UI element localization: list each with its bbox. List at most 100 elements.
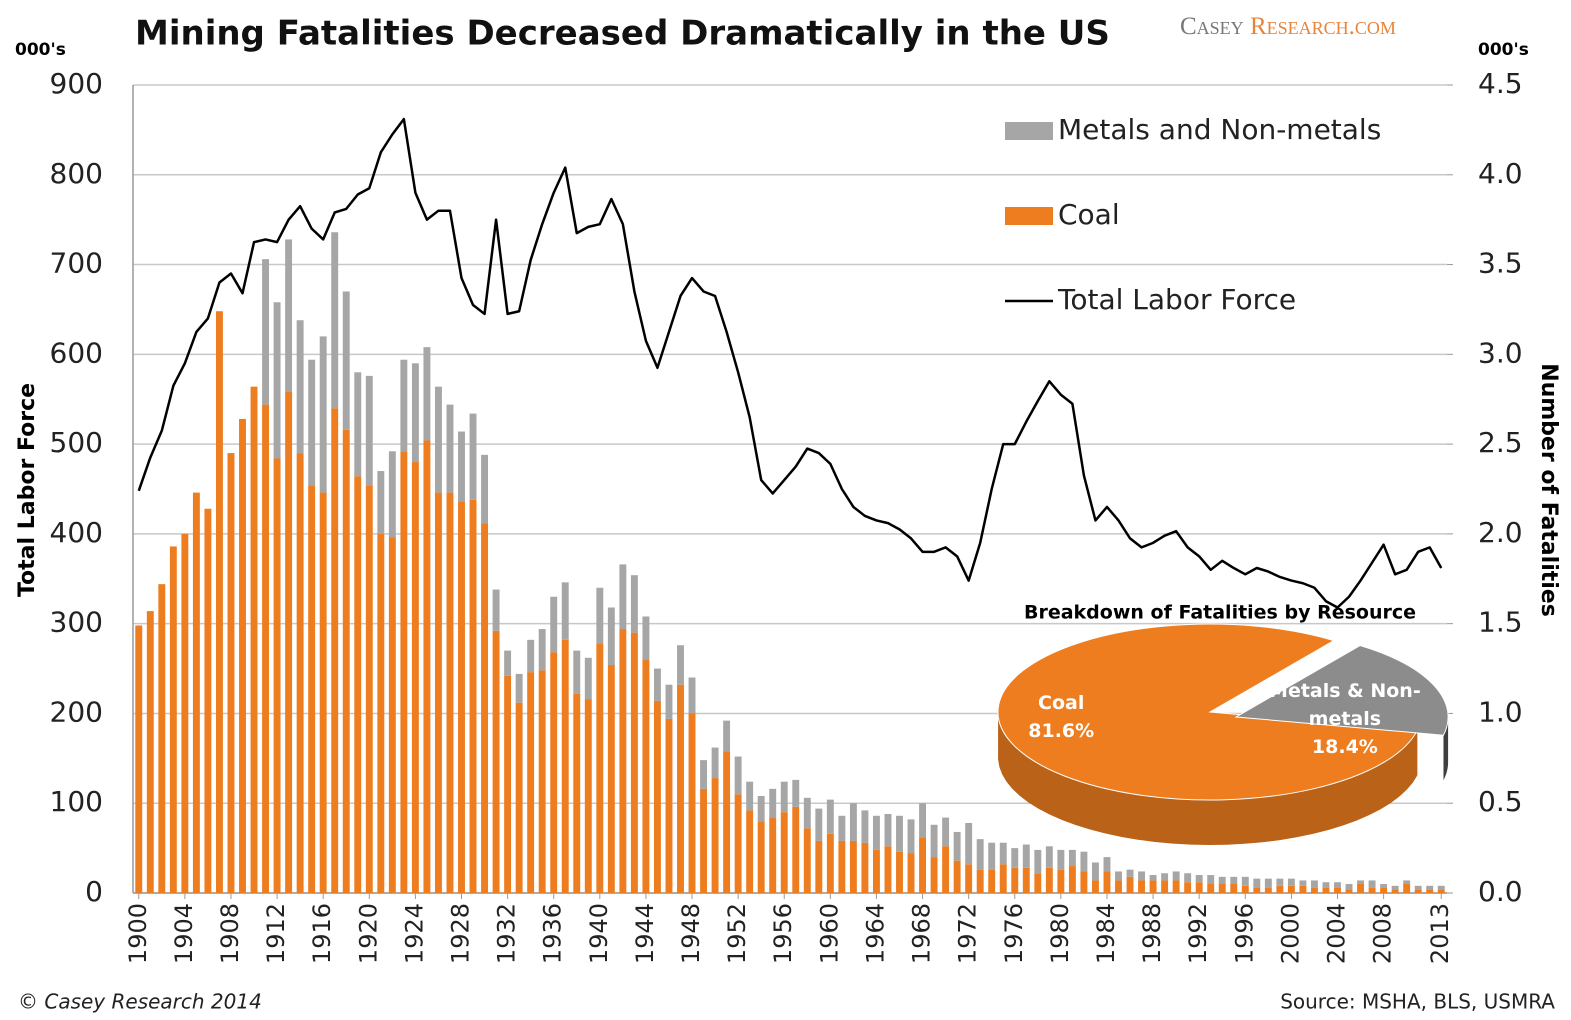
y2-tick-label: 2.0 xyxy=(1478,516,1523,549)
bar-segment xyxy=(872,849,880,893)
bar-segment xyxy=(273,302,281,459)
pie-value-label: 81.6% xyxy=(1028,720,1095,743)
bar-segment xyxy=(584,699,592,893)
bar-segment xyxy=(1414,885,1422,890)
bar-segment xyxy=(653,700,661,893)
x-tick-label: 1976 xyxy=(1000,903,1028,964)
bar-segment xyxy=(1045,867,1053,893)
y-tick-label: 200 xyxy=(50,695,103,728)
bar-segment xyxy=(919,837,927,893)
bar-segment xyxy=(204,508,212,893)
bar-segment xyxy=(538,629,546,671)
bar-segment xyxy=(573,693,581,893)
bar-segment xyxy=(630,575,638,633)
chart-title: Mining Fatalities Decreased Dramatically… xyxy=(135,14,1110,54)
bar-segment xyxy=(1045,846,1053,868)
bar-segment xyxy=(930,857,938,893)
source: Source: MSHA, BLS, USMRA xyxy=(1280,990,1555,1014)
pie-title: Breakdown of Fatalities by Resource xyxy=(1024,602,1416,624)
bar-segment xyxy=(285,392,293,893)
y-tick-label: 700 xyxy=(50,247,103,280)
brand-part: Casey xyxy=(1180,13,1250,40)
bar-segment xyxy=(319,492,327,893)
bar-segment xyxy=(861,810,869,843)
x-tick-label: 1992 xyxy=(1184,903,1212,964)
legend-swatch xyxy=(1005,122,1053,140)
bar-segment xyxy=(849,840,857,893)
legend-label: Coal xyxy=(1058,198,1120,231)
bar-segment xyxy=(308,359,316,486)
pie-value-label: 18.4% xyxy=(1311,735,1378,758)
bar-segment xyxy=(262,404,270,893)
bar-segment xyxy=(192,492,200,893)
x-tick-label: 1948 xyxy=(677,903,705,964)
bar-segment xyxy=(607,607,615,665)
y-tick-label: 400 xyxy=(50,516,103,549)
y2-unit: 000's xyxy=(1478,40,1529,60)
x-tick-label: 1920 xyxy=(354,903,382,964)
bar-segment xyxy=(849,803,857,841)
bar-segment xyxy=(527,672,535,893)
y-axis-label: Total Labor Force xyxy=(15,383,40,597)
bar-segment xyxy=(1011,867,1019,893)
bar-segment xyxy=(1218,876,1226,885)
bar-segment xyxy=(365,375,373,486)
bar-segment xyxy=(388,451,396,538)
bar-segment xyxy=(1149,880,1157,893)
brand: Casey Research.com xyxy=(1180,13,1396,40)
bar-segment xyxy=(942,846,950,893)
bar-segment xyxy=(1080,871,1088,893)
bar-segment xyxy=(999,864,1007,893)
bar-segment xyxy=(919,803,927,838)
bar-segment xyxy=(1391,889,1399,893)
bar-segment xyxy=(999,842,1007,865)
bar-segment xyxy=(792,779,800,807)
x-tick-label: 1956 xyxy=(769,903,797,964)
bar-segment xyxy=(1276,878,1284,886)
bar-segment xyxy=(411,462,419,893)
bar-segment xyxy=(757,796,765,822)
bar-segment xyxy=(1426,889,1434,893)
bar-segment xyxy=(1276,885,1284,893)
x-tick-label: 1900 xyxy=(124,903,152,964)
x-tick-label: 1952 xyxy=(723,903,751,964)
bar-segment xyxy=(700,788,708,893)
bar-segment xyxy=(838,840,846,893)
bar-segment xyxy=(1068,866,1076,893)
bar-segment xyxy=(769,817,777,893)
bar-segment xyxy=(1380,884,1388,888)
bar-segment xyxy=(734,756,742,795)
bar-segment xyxy=(896,815,903,852)
y-unit: 000's xyxy=(15,40,66,60)
x-tick-label: 1964 xyxy=(861,903,889,964)
bar-segment xyxy=(1161,880,1169,893)
legend-label: Metals and Non-metals xyxy=(1058,113,1381,146)
y2-tick-label: 2.5 xyxy=(1478,426,1523,459)
bar-segment xyxy=(250,386,258,893)
pie-category: Coal xyxy=(1038,692,1085,715)
bar-segment xyxy=(1184,873,1192,883)
y-tick-label: 800 xyxy=(50,157,103,190)
legend-swatch xyxy=(1005,207,1053,225)
bar-segment xyxy=(1380,887,1388,893)
bar-segment xyxy=(1345,889,1353,893)
bar-segment xyxy=(239,418,246,893)
bar-segment xyxy=(711,747,719,779)
bar-segment xyxy=(803,828,811,893)
bar-segment xyxy=(354,476,362,893)
bar-segment xyxy=(423,347,431,441)
bar-segment xyxy=(1034,873,1042,893)
x-tick-label: 1984 xyxy=(1092,903,1120,964)
x-tick-label: 1980 xyxy=(1046,903,1074,964)
bar-segment xyxy=(1103,871,1111,893)
x-tick-label: 1996 xyxy=(1230,903,1258,964)
bar-segment xyxy=(607,664,615,893)
bar-segment xyxy=(446,404,454,493)
bar-segment xyxy=(780,781,788,813)
x-tick-label: 2004 xyxy=(1323,903,1351,964)
bar-segment xyxy=(308,485,316,893)
bar-segment xyxy=(1368,887,1376,893)
bar-segment xyxy=(411,363,419,463)
